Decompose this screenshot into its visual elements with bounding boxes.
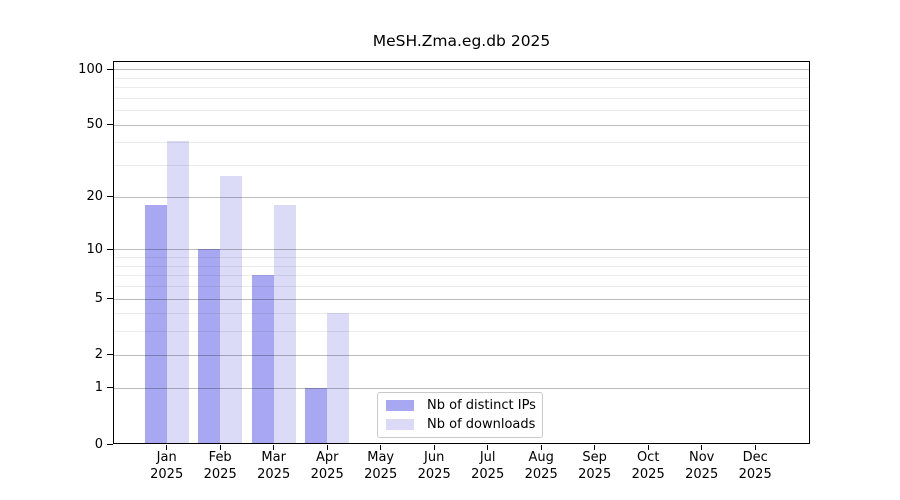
bar-distinct-ips-mar (251, 275, 274, 444)
y-tick-label: 5 (94, 291, 103, 306)
bar-distinct-ips-jan (144, 204, 167, 444)
x-tick-mark (273, 445, 275, 450)
x-tick-label: Sep 2025 (578, 450, 612, 482)
y-tick-label: 0 (94, 436, 103, 452)
legend-item-distinct-ips: Nb of distinct IPs (386, 396, 542, 415)
gridline-minor (113, 165, 810, 167)
x-tick-mark (433, 445, 435, 450)
x-tick-label: Jun 2025 (417, 450, 451, 482)
bar-distinct-ips-feb (198, 249, 221, 444)
x-tick-mark (754, 445, 756, 450)
y-tick-mark (107, 443, 113, 445)
y-tick-mark (107, 68, 113, 70)
gridline-minor (113, 77, 810, 79)
x-tick-label: Apr 2025 (310, 450, 344, 482)
x-tick-mark (647, 445, 649, 450)
plot-area (113, 61, 810, 444)
gridline-minor (113, 110, 810, 112)
gridline-minor (113, 97, 810, 99)
gridline-major (113, 196, 810, 198)
legend-swatch-downloads (386, 419, 414, 430)
x-tick-label: Aug 2025 (524, 450, 558, 482)
gridline-major (113, 124, 810, 126)
x-tick-mark (487, 445, 489, 450)
bar-distinct-ips-apr (305, 387, 328, 444)
x-tick-label: Jul 2025 (471, 450, 505, 482)
x-tick-label: Dec 2025 (738, 450, 772, 482)
y-tick-mark (107, 124, 113, 126)
legend: Nb of distinct IPs Nb of downloads (377, 392, 543, 438)
bar-downloads-apr (327, 313, 350, 444)
gridline-minor (113, 87, 810, 89)
y-tick-mark (107, 248, 113, 250)
x-tick-mark (701, 445, 703, 450)
x-tick-mark (380, 445, 382, 450)
y-tick-label: 100 (78, 61, 103, 77)
legend-label-downloads: Nb of downloads (427, 417, 536, 432)
x-tick-mark (540, 445, 542, 450)
chart-title: MeSH.Zma.eg.db 2025 (372, 32, 551, 50)
x-tick-label: Jan 2025 (150, 450, 184, 482)
legend-swatch-distinct-ips (386, 400, 414, 411)
y-tick-mark (107, 196, 113, 198)
x-tick-mark (326, 445, 328, 450)
y-tick-mark (107, 387, 113, 389)
x-tick-mark (594, 445, 596, 450)
x-tick-label: Mar 2025 (257, 450, 291, 482)
x-tick-label: Feb 2025 (203, 450, 237, 482)
y-tick-label: 20 (86, 189, 103, 205)
x-tick-label: Nov 2025 (685, 450, 719, 482)
bar-downloads-jan (166, 140, 189, 444)
y-tick-mark (107, 298, 113, 299)
x-tick-label: May 2025 (364, 450, 398, 482)
x-tick-mark (166, 445, 168, 450)
bar-downloads-feb (220, 176, 243, 444)
x-tick-mark (219, 445, 221, 450)
y-tick-label: 1 (94, 380, 103, 396)
legend-label-distinct-ips: Nb of distinct IPs (427, 398, 536, 413)
gridline-major (113, 69, 810, 71)
legend-item-downloads: Nb of downloads (386, 415, 542, 434)
y-tick-label: 2 (94, 347, 103, 363)
y-tick-mark (107, 354, 113, 356)
x-tick-label: Oct 2025 (631, 450, 665, 482)
bar-downloads-mar (273, 204, 296, 444)
y-tick-label: 50 (86, 117, 103, 133)
gridline-minor (113, 142, 810, 144)
y-tick-label: 10 (86, 241, 103, 257)
